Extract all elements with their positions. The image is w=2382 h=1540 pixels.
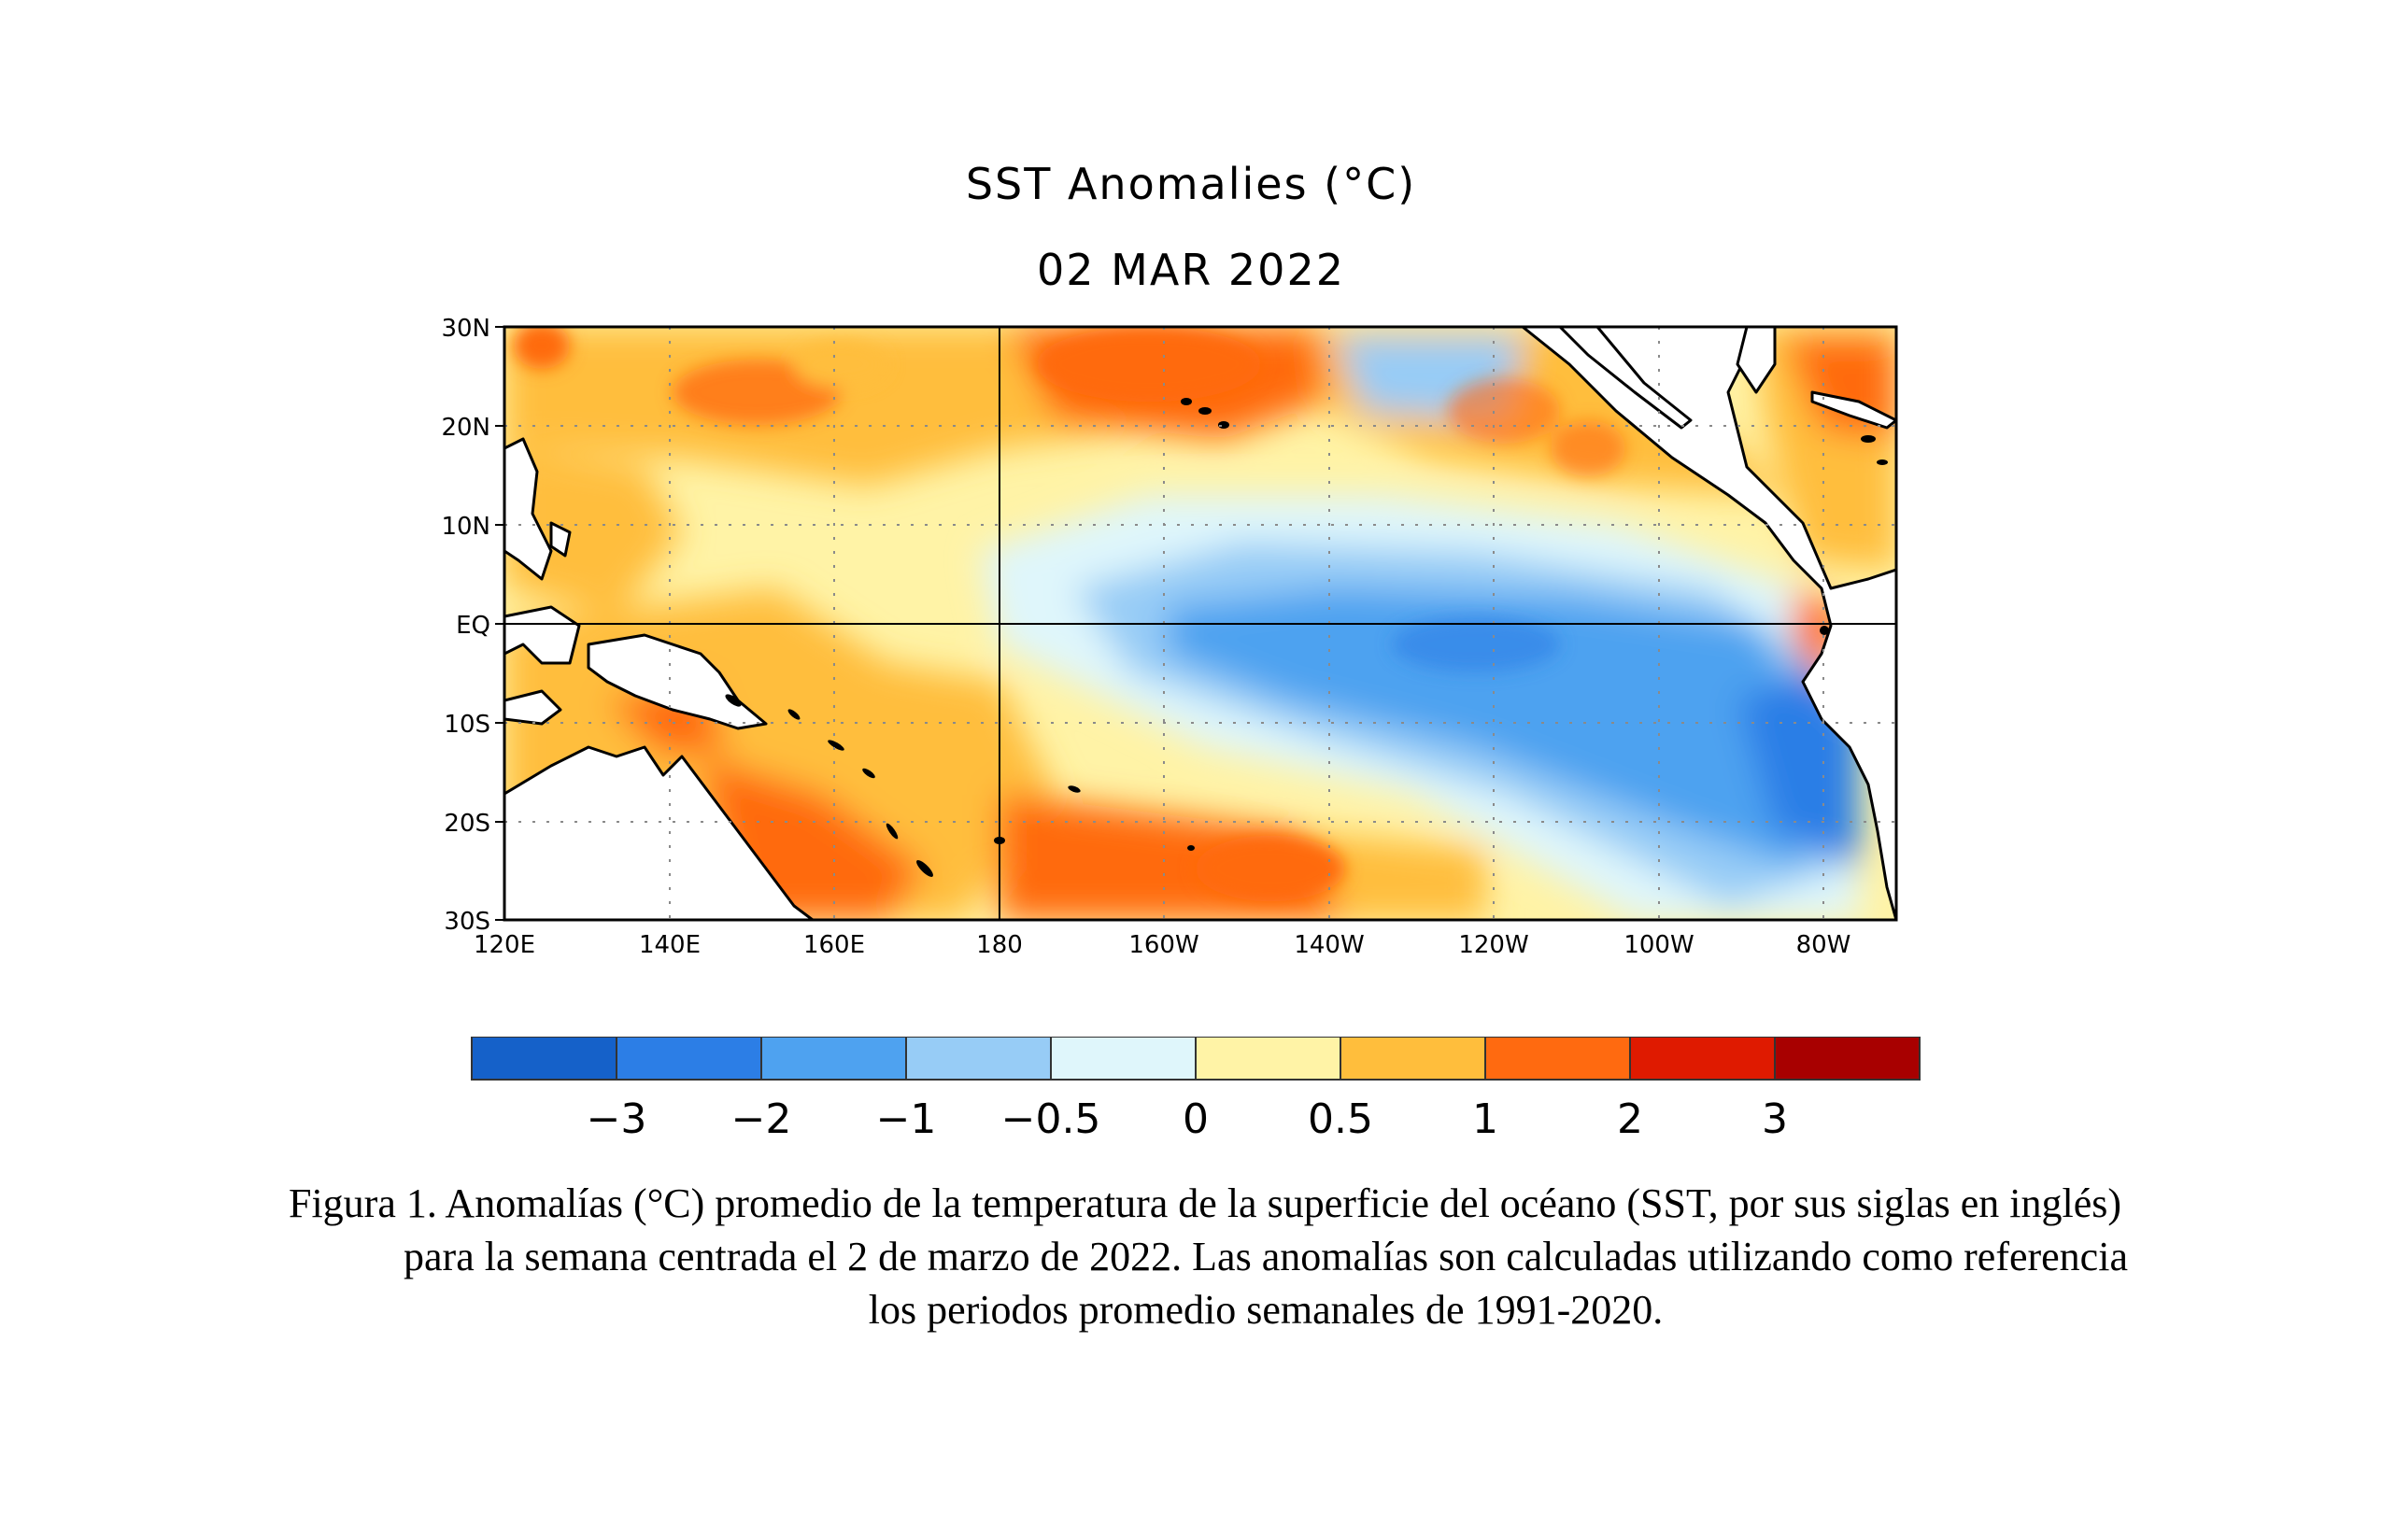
colorbar-swatch (1195, 1036, 1341, 1081)
colorbar-swatch (1629, 1036, 1776, 1081)
lat-label: 30N (441, 315, 490, 343)
lat-label: 20N (441, 414, 490, 442)
lat-label: 10S (444, 711, 490, 739)
lat-label: 30S (444, 908, 490, 936)
lat-label: 10N (441, 513, 490, 541)
colorbar-tick-label: 0.5 (1308, 1095, 1373, 1143)
lon-label: 100W (1623, 931, 1694, 959)
caption-line: Figura 1. Anomalías (°C) promedio de la … (288, 1180, 2122, 1226)
lon-label: 80W (1796, 931, 1851, 959)
colorbar-swatch (1340, 1036, 1486, 1081)
colorbar-swatch (1050, 1036, 1197, 1081)
colorbar-tick-label: 1 (1472, 1095, 1498, 1143)
land-masses (504, 327, 1896, 920)
pacific-islands (725, 398, 1888, 877)
lon-label: 180 (976, 931, 1023, 959)
lat-label: EQ (456, 612, 490, 640)
figure-date: 02 MAR 2022 (1037, 245, 1345, 295)
equator-dateline (504, 327, 1896, 920)
caption-line: los periodos promedio semanales de 1991-… (868, 1287, 1664, 1333)
lon-label: 160E (803, 931, 865, 959)
lat-label: 20S (444, 810, 490, 838)
lon-label: 120E (474, 931, 535, 959)
figure-caption: Figura 1. Anomalías (°C) promedio de la … (140, 1177, 2270, 1336)
colorbar-tick-label: 0 (1183, 1095, 1209, 1143)
color-scale-legend: −3 −2 −1 −0.5 0 0.5 1 2 3 (0, 1036, 2382, 1149)
colorbar-tick-label: −0.5 (1001, 1095, 1101, 1143)
lon-label: 120W (1458, 931, 1528, 959)
colorbar-tick-label: 2 (1617, 1095, 1643, 1143)
color-swatches (471, 1036, 1921, 1081)
figure-title: SST Anomalies (°C) (965, 159, 1417, 209)
sst-anomaly-map: 30N 20N 10N EQ 10S 20S 30S 120E 140E 160… (402, 308, 1915, 981)
caption-line: para la semana centrada el 2 de marzo de… (404, 1234, 2128, 1279)
lon-label: 160W (1128, 931, 1198, 959)
lon-label: 140W (1294, 931, 1364, 959)
colorbar-tick-label: −1 (876, 1095, 937, 1143)
colorbar-swatch (616, 1036, 762, 1081)
colorbar-swatch (471, 1036, 617, 1081)
colorbar-swatch (760, 1036, 907, 1081)
colorbar-swatch (905, 1036, 1052, 1081)
lon-label: 140E (639, 931, 701, 959)
colorbar-tick-label: 3 (1762, 1095, 1788, 1143)
colorbar-swatch (1774, 1036, 1921, 1081)
colorbar-tick-label: −2 (731, 1095, 792, 1143)
colorbar-swatch (1484, 1036, 1631, 1081)
colorbar-tick-label: −3 (587, 1095, 647, 1143)
tick-marks (495, 326, 504, 921)
